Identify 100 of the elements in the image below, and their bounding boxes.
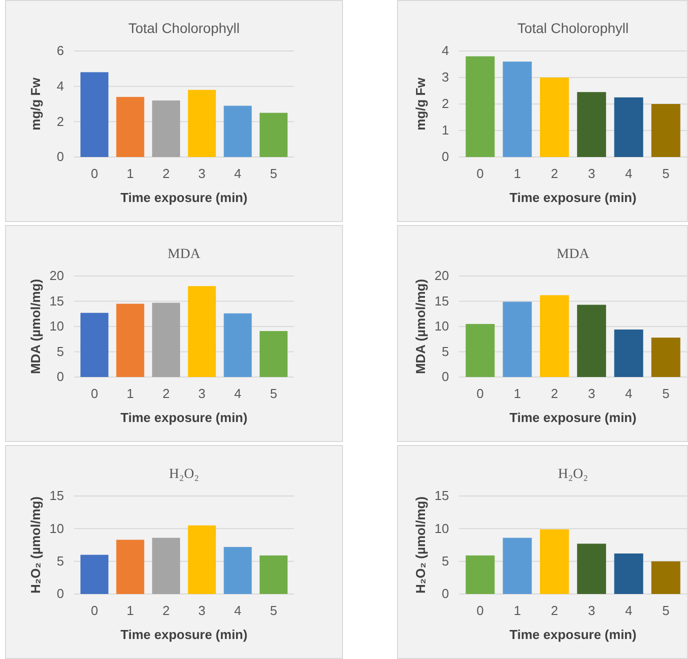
x-tick-label: 2 [162, 386, 170, 402]
bar [152, 100, 180, 157]
bar [80, 72, 108, 157]
y-tick-label: 15 [434, 293, 449, 308]
bar [502, 302, 532, 377]
y-axis-title: MDA (µmol/mg) [28, 278, 43, 374]
chart-title: Total Cholorophyll [128, 20, 240, 36]
bar [116, 96, 144, 157]
y-axis-title: MDA (µmol/mg) [413, 278, 428, 374]
x-tick-label: 1 [126, 166, 134, 182]
x-axis-title: Time exposure (min) [120, 190, 248, 205]
x-tick-label: 2 [162, 166, 170, 182]
bar [466, 555, 495, 594]
x-tick-label: 2 [550, 386, 558, 402]
bar [651, 104, 680, 157]
bar [577, 92, 606, 157]
bar [614, 330, 644, 377]
x-tick-label: 5 [270, 603, 278, 618]
x-tick-label: 3 [198, 386, 206, 402]
x-tick-label: 3 [198, 603, 206, 618]
bar [614, 97, 644, 157]
x-tick-label: 1 [126, 386, 134, 402]
y-tick-label: 0 [56, 149, 64, 164]
x-tick-label: 4 [234, 166, 242, 182]
bar [188, 90, 216, 157]
bar [540, 295, 569, 377]
x-tick-label: 2 [550, 603, 558, 618]
x-tick-label: 4 [234, 603, 242, 618]
bar [540, 78, 569, 157]
x-tick-label: 5 [662, 166, 670, 182]
bar [577, 544, 606, 594]
y-tick-label: 20 [434, 268, 449, 284]
y-tick-label: 20 [50, 268, 64, 284]
y-tick-label: 5 [442, 553, 449, 568]
x-axis-title: Time exposure (min) [510, 410, 636, 425]
x-tick-label: 0 [90, 386, 98, 402]
y-tick-label: 10 [50, 318, 64, 334]
bar [224, 546, 252, 594]
y-tick-label: 1 [442, 122, 449, 138]
y-tick-label: 0 [442, 149, 449, 164]
x-tick-label: 0 [90, 166, 98, 182]
bar [466, 56, 495, 157]
x-tick-label: 4 [234, 386, 242, 402]
x-tick-label: 0 [476, 386, 484, 402]
y-axis-title: H₂O₂ (µmol/mg) [413, 496, 428, 594]
x-axis-title: Time exposure (min) [510, 627, 636, 642]
x-tick-label: 1 [514, 386, 521, 402]
chart-title: H₂O₂ [558, 467, 588, 482]
x-tick-label: 0 [476, 166, 484, 182]
x-tick-label: 1 [514, 166, 521, 182]
y-tick-label: 0 [442, 369, 449, 384]
bar [188, 286, 216, 377]
y-tick-label: 6 [56, 43, 64, 58]
y-axis-title: H₂O₂ (µmol/mg) [28, 496, 43, 594]
y-tick-label: 5 [56, 553, 64, 568]
y-tick-label: 2 [442, 96, 449, 112]
x-tick-label: 3 [588, 386, 596, 402]
x-tick-label: 4 [625, 386, 632, 402]
y-tick-label: 0 [442, 586, 449, 602]
y-tick-label: 15 [50, 488, 64, 504]
y-tick-label: 0 [56, 586, 64, 602]
bar [224, 313, 252, 377]
x-tick-label: 5 [662, 603, 670, 618]
x-tick-label: 4 [625, 166, 632, 182]
bar [614, 553, 644, 594]
x-tick-label: 5 [270, 166, 278, 182]
x-tick-label: 0 [476, 603, 484, 618]
bar [502, 62, 532, 157]
y-axis-title: mg/g Fw [28, 76, 43, 130]
y-tick-label: 10 [434, 318, 449, 334]
bar [651, 338, 680, 377]
y-tick-label: 10 [50, 520, 64, 536]
bar [188, 525, 216, 594]
y-tick-label: 5 [442, 344, 449, 359]
bar [80, 312, 108, 377]
x-tick-label: 3 [588, 166, 596, 182]
bar [260, 555, 288, 594]
x-tick-label: 2 [550, 166, 558, 182]
chart-title: MDA [168, 247, 202, 262]
y-tick-label: 15 [434, 488, 449, 504]
bar [116, 540, 144, 594]
x-tick-label: 0 [90, 603, 98, 618]
y-tick-label: 0 [56, 369, 64, 384]
x-axis-title: Time exposure (min) [120, 627, 248, 642]
y-tick-label: 2 [56, 114, 64, 129]
x-tick-label: 3 [198, 166, 206, 182]
y-tick-label: 10 [434, 520, 449, 536]
bar [116, 304, 144, 377]
x-tick-label: 1 [126, 603, 134, 618]
bar [80, 554, 108, 594]
bar [651, 561, 680, 594]
bar [502, 538, 532, 594]
bar [224, 106, 252, 157]
chart-title: MDA [556, 247, 590, 262]
x-tick-label: 5 [270, 386, 278, 402]
bar [577, 304, 606, 377]
bar [152, 538, 180, 594]
bar [152, 302, 180, 377]
y-tick-label: 4 [442, 43, 449, 58]
y-tick-label: 15 [50, 293, 64, 308]
